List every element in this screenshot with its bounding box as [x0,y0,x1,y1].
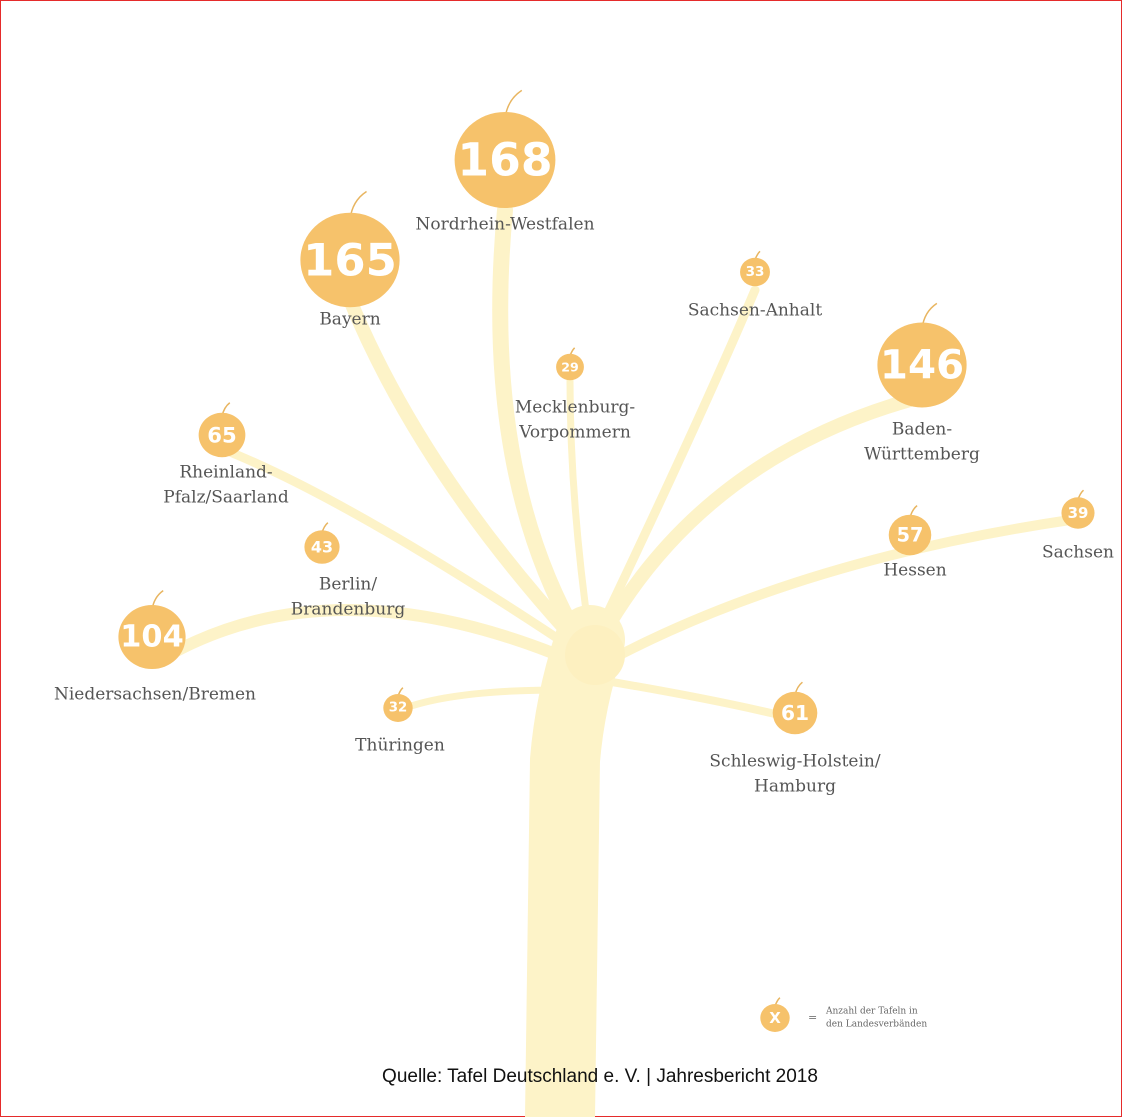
state-label: Mecklenburg- [515,398,635,418]
state-label: Schleswig-Holstein/ [709,752,880,772]
apple [454,112,556,208]
apple [877,322,967,408]
apple [888,514,932,556]
state-label: Sachsen [1042,543,1114,563]
source: Quelle: Tafel Deutschland e. V. | Jahres… [382,1066,818,1087]
center-apple [565,625,625,685]
apple-number: 32 [389,701,408,716]
apple [198,412,246,458]
state-label: Sachsen-Anhalt [688,301,822,321]
legend-text: den Landesverbänden [826,1020,927,1030]
apple [740,257,770,287]
apple-number: 61 [781,701,809,725]
apple [1061,497,1095,529]
apple [383,694,413,722]
apple [772,691,818,735]
apple-number: 29 [561,360,579,375]
state-label: Württemberg [864,445,980,465]
state-label: Thüringen [355,736,445,756]
apple [304,530,340,564]
apple-number: 165 [303,234,397,287]
apple-number: 104 [120,620,183,655]
legend-eq: = [808,1011,817,1024]
state-label: Berlin/ [319,575,378,595]
state-label: Nordrhein-Westfalen [415,215,594,235]
apple-number: 146 [880,342,964,389]
state-label: Bayern [319,310,380,330]
legend-symbol: X [769,1009,781,1027]
apple-number: 168 [457,134,552,187]
state-label: Pfalz/Saarland [163,488,289,508]
apple-number: 39 [1068,504,1089,522]
state-label: Baden- [892,420,952,440]
state-label: Hamburg [754,777,836,797]
apple-number: 33 [746,264,765,280]
apple-number: 43 [311,538,333,557]
apple [556,353,584,381]
state-label: Niedersachsen/Bremen [54,685,256,705]
legend-text: Anzahl der Tafeln in [825,1007,918,1017]
state-label: Vorpommern [518,423,631,443]
state-label: Rheinland- [179,463,272,483]
state-label: Brandenburg [291,600,406,620]
apple-number: 57 [897,524,924,547]
apple [118,605,186,669]
state-label: Hessen [883,561,946,581]
apple-number: 65 [207,423,236,448]
apple [760,1004,790,1032]
apple [300,212,400,308]
